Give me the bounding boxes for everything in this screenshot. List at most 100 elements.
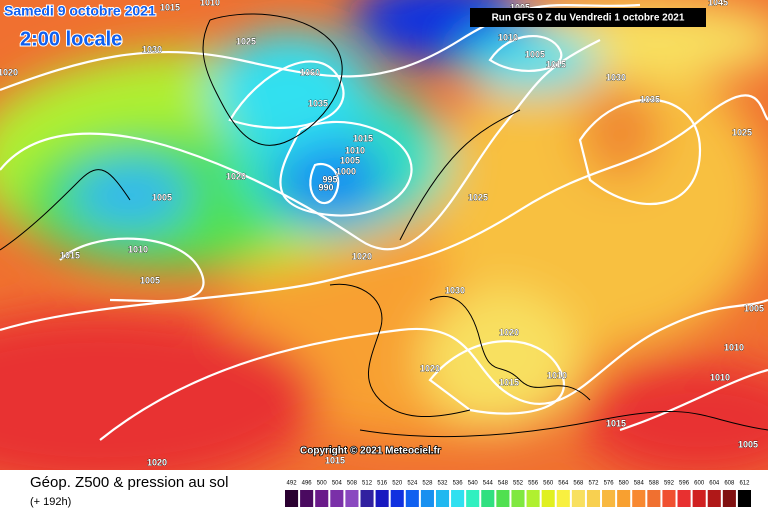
isobar-label: 1025 (236, 36, 256, 46)
run-box (470, 8, 706, 27)
isobar-label: 1000 (336, 166, 356, 176)
color-swatch (435, 490, 450, 507)
scale-label: 612 (739, 481, 750, 487)
scale-label: 508 (347, 481, 358, 487)
scale-label: 532 (438, 481, 449, 487)
isobar-label: 1015 (546, 59, 566, 69)
color-swatch (692, 490, 706, 507)
scale-label: 556 (528, 481, 539, 487)
scale-label: 512 (362, 481, 373, 487)
scale-label: 572 (588, 481, 599, 487)
scale-label: 516 (377, 481, 388, 487)
footer-lead: (+ 192h) (30, 496, 71, 508)
scale-label: 580 (619, 481, 630, 487)
isobar-label: 1020 (352, 251, 372, 261)
color-swatch (526, 490, 540, 507)
color-swatch (586, 490, 601, 507)
color-swatch (541, 490, 555, 507)
forecast-time: 2:00 locale (20, 28, 122, 50)
isobar-label: 1020 (0, 67, 18, 77)
color-swatch (285, 490, 299, 507)
scale-label: 496 (302, 481, 313, 487)
color-swatch (375, 490, 389, 507)
scale-label: 524 (407, 481, 418, 487)
isobar-label: 1035 (308, 98, 328, 108)
scale-label: 500 (317, 481, 328, 487)
color-swatch (345, 490, 359, 507)
scale-label: 528 (422, 481, 433, 487)
scale-label: 584 (634, 481, 645, 487)
isobar-label: 1015 (499, 377, 519, 387)
scale-label: 536 (453, 481, 464, 487)
scale-label: 608 (724, 481, 735, 487)
scale-label: 560 (543, 481, 554, 487)
isobar-label: 1060 (300, 67, 320, 77)
scale-label: 520 (392, 481, 403, 487)
isobar-label: 1045 (708, 0, 728, 7)
color-swatch (556, 490, 570, 507)
isobar-label: 1010 (128, 244, 148, 254)
color-swatch (602, 490, 616, 507)
color-swatch (496, 490, 510, 507)
isobar-label: 1010 (498, 32, 518, 42)
isobar-label: 1025 (468, 192, 488, 202)
scale-label: 604 (709, 481, 720, 487)
forecast-date: Samedi 9 octobre 2021 (4, 3, 156, 19)
run-info: Run GFS 0 Z du Vendredi 1 octobre 2021 (492, 13, 685, 24)
isobar-label: 1015 (606, 418, 626, 428)
coastlines (0, 13, 768, 438)
scale-label: 552 (513, 481, 524, 487)
isobar-label: 1005 (140, 275, 160, 285)
copyright: Copyright © 2021 Meteociel.fr (300, 446, 441, 457)
color-swatch (571, 490, 585, 507)
scale-label: 544 (483, 481, 494, 487)
isobar-label: 1025 (732, 127, 752, 137)
scale-label: 600 (694, 481, 705, 487)
isobar-label: 1010 (724, 342, 744, 352)
isobar-label: 1030 (142, 44, 162, 54)
color-swatch (632, 490, 646, 507)
color-swatch (707, 490, 721, 507)
isobar-label: 1035 (640, 94, 660, 104)
isobar-label: 1005 (744, 303, 764, 313)
isobar-label: 1010 (547, 370, 567, 380)
color-swatch (662, 490, 676, 507)
scale-label: 568 (573, 481, 584, 487)
isobar-label: 1015 (60, 250, 80, 260)
isobar-labels: 1015 1010 1005 1045 1025 1030 1020 1060 1035 1030… (0, 0, 764, 468)
scale-label: 492 (287, 481, 298, 487)
scale-label: 576 (604, 481, 615, 487)
color-swatch (466, 490, 480, 507)
scale-label: 592 (664, 481, 675, 487)
isobar-label: 1005 (525, 49, 545, 59)
isobar-label: 995 (322, 174, 337, 184)
color-swatch (722, 490, 736, 507)
isobar-label: 1015 (325, 455, 345, 465)
isobars (0, 3, 768, 441)
color-swatch (420, 490, 434, 507)
color-swatch (451, 490, 465, 507)
isobar-label: 1015 (160, 2, 180, 12)
color-swatch (481, 490, 495, 507)
isobar-label: 1010 (200, 0, 220, 7)
isobar-label: 1020 (420, 363, 440, 373)
color-swatch (330, 490, 344, 507)
color-swatch (511, 490, 525, 507)
scale-label: 548 (498, 481, 509, 487)
isobar-label: 1005 (152, 192, 172, 202)
isobar-label: 1005 (510, 2, 530, 12)
color-swatch (647, 490, 661, 507)
isobar-label: 990 (318, 182, 333, 192)
scale-label: 504 (332, 481, 343, 487)
color-swatch (737, 490, 751, 507)
isobar-label: 1005 (738, 439, 758, 449)
isobar-label: 1015 (353, 133, 373, 143)
color-swatch (300, 490, 314, 507)
scale-label: 596 (679, 481, 690, 487)
isobar-label: 1010 (710, 372, 730, 382)
color-swatch (677, 490, 691, 507)
color-swatch (390, 490, 404, 507)
isobar-label: 1030 (606, 72, 626, 82)
isobar-label: 1020 (499, 327, 519, 337)
